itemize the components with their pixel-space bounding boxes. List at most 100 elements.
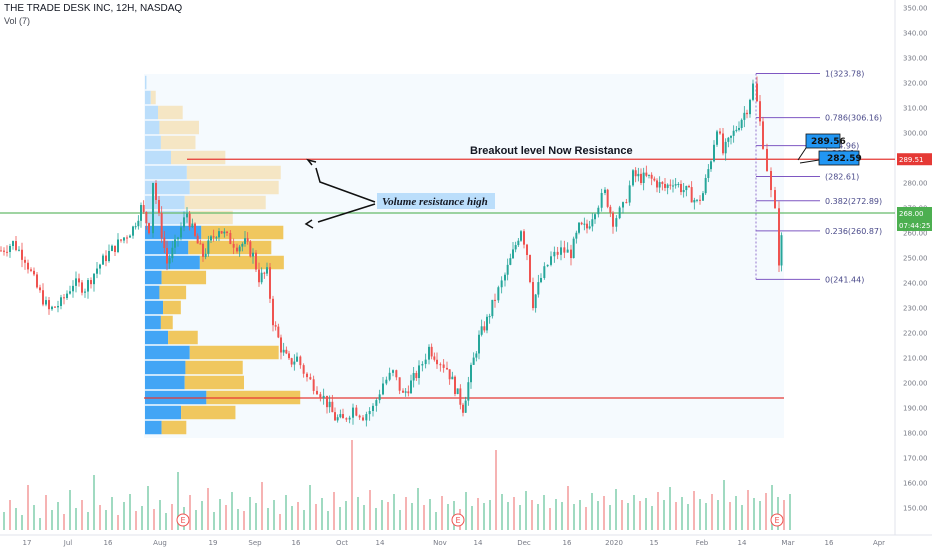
candle-body [628,185,631,203]
volume-bar [549,508,551,530]
x-tick-label: Dec [517,539,531,547]
candle-body [526,244,528,256]
volume-bar [543,495,545,530]
volume-bar [375,508,377,530]
candle-body [572,238,575,259]
volume-profile-up-bar [145,90,151,105]
volume-bar [243,511,245,530]
candle-body [724,141,727,154]
candle-body [244,238,246,244]
volume-bar [345,501,347,530]
candle-body [293,361,296,365]
candle-body [99,264,101,269]
volume-bar [447,504,449,530]
candle-body [622,202,624,208]
candle-body [288,353,290,359]
candle-body [362,417,364,421]
candle-body [674,184,677,186]
candle-body [716,131,718,145]
candle-body [514,245,517,250]
candle-body [191,223,194,227]
volume-bar [567,486,569,530]
volume-bar [759,501,761,530]
candle-body [33,270,35,275]
candle-body [114,245,116,252]
candle-body [410,380,412,394]
candle-body [210,236,212,241]
candle-body [309,377,312,380]
candle-body [72,285,74,292]
candle-body [606,189,609,207]
candle-body [27,262,29,270]
volume-bar [729,502,731,530]
x-tick-label: 14 [738,539,747,547]
candle-body [491,299,494,317]
candle-body [600,192,603,208]
candle-body [480,326,483,335]
candle-body [500,280,503,288]
candle-body [316,390,318,395]
candle-body [129,235,131,238]
volume-profile-up-bar [145,405,182,420]
candle-body [111,245,113,251]
volume-bar [471,506,473,530]
volume-bar [201,501,203,530]
candle-body [212,236,215,238]
x-tick-label: Jul [63,539,73,547]
earnings-marker-label: E [180,516,185,525]
candle-body [650,174,653,179]
candle-body [30,269,32,271]
volume-bar [147,486,149,530]
candle-body [241,243,244,247]
candle-body [168,258,171,264]
candle-body [272,298,274,326]
candle-body [140,205,142,221]
candle-body [266,267,268,274]
candle-body [342,414,344,419]
volume-bar [705,503,707,530]
x-tick-label: Apr [873,539,885,547]
volume-bar [327,511,329,530]
candle-body [756,83,758,102]
volume-profile-down-bar [184,195,266,210]
x-tick-label: 16 [104,539,113,547]
volume-bar [105,510,107,530]
candle-body [202,243,204,257]
candle-body [196,235,199,244]
candle-body [158,200,160,213]
candle-body [60,297,62,306]
x-tick-label: Sep [248,539,262,547]
volume-bar [333,492,335,530]
candle-body [566,249,569,253]
y-tick-label: 220.00 [903,330,928,338]
volume-bar [681,497,683,530]
volume-bar [615,489,617,530]
candle-body [183,217,185,228]
candle-body [618,207,621,219]
y-tick-label: 350.00 [903,5,928,13]
volume-bar [735,496,737,530]
volume-indicator-label: Vol (7) [4,16,31,26]
volume-bar [675,502,677,530]
candle-body [132,226,134,236]
volume-bar [405,497,407,530]
candle-body [553,251,556,257]
candle-body [722,133,724,154]
volume-bar [249,497,251,530]
candle-body [277,326,280,338]
candle-body [560,247,562,255]
volume-bar [687,504,689,530]
volume-bar [165,513,167,530]
candle-body [520,231,522,241]
earnings-marker [451,513,465,527]
volume-bar [465,492,467,530]
volume-profile-up-bar [145,165,187,180]
volume-bar [579,500,581,530]
volume-bar [369,490,371,530]
volume-profile-down-bar [184,375,244,390]
candle-body [378,394,381,401]
volume-bar [297,502,299,530]
y-tick-label: 250.00 [903,255,928,263]
candle-body [90,280,92,285]
